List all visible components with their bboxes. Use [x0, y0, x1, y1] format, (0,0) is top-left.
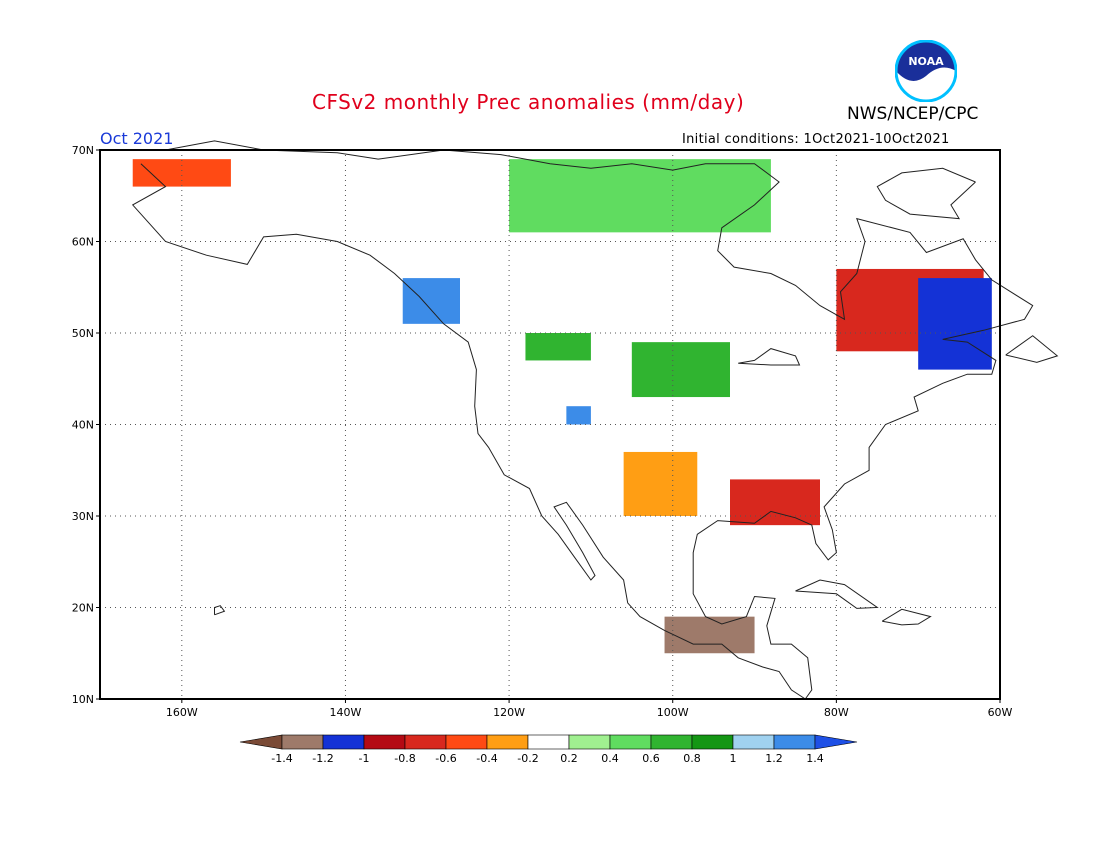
- lat-tick-label: 70N: [72, 144, 94, 157]
- colorbar-label: 1: [730, 752, 737, 765]
- colorbar-swatch: [650, 734, 693, 750]
- anomaly-region-northern-rockies: [525, 333, 591, 361]
- colorbar-label: -0.4: [476, 752, 497, 765]
- colorbar-swatch: [732, 734, 775, 750]
- map-frame: [99, 149, 1001, 700]
- colorbar-arrow-low: [239, 734, 283, 750]
- anomaly-region-labrador: [918, 278, 992, 370]
- colorbar-arrow-high: [814, 734, 858, 750]
- anomaly-region-canada-north: [509, 159, 771, 233]
- map-tick-labels: 10N 20N 30N 40N 50N 60N 70N 160W 140W 120W 100W 80W…: [72, 144, 1013, 719]
- lon-tick-label: 80W: [824, 706, 849, 719]
- colorbar-label: 0.4: [601, 752, 619, 765]
- initial-conditions: Initial conditions: 1Oct2021-10Oct2021: [682, 132, 950, 147]
- colorbar-label: 0.2: [560, 752, 578, 765]
- lat-tick-label: 20N: [72, 602, 94, 615]
- lat-tick-label: 10N: [72, 693, 94, 706]
- anomaly-region-great-plains: [631, 342, 730, 398]
- coastlines: [131, 140, 1059, 700]
- colorbar-label: 1.2: [765, 752, 783, 765]
- lon-tick-label: 60W: [988, 706, 1013, 719]
- colorbar-swatch: [486, 734, 529, 750]
- lon-tick-label: 120W: [493, 706, 525, 719]
- colorbar-swatch: [691, 734, 734, 750]
- coastline-hawaii: [214, 605, 226, 616]
- agency-label: NWS/NCEP/CPC: [847, 104, 979, 124]
- colorbar-label: -0.8: [394, 752, 415, 765]
- colorbar-swatch: [363, 734, 406, 750]
- colorbar-label: 1.4: [806, 752, 824, 765]
- anomaly-fills: [132, 159, 992, 654]
- chart-title: CFSv2 monthly Prec anomalies (mm/day): [312, 90, 745, 114]
- coastline-newfoundland: [1005, 335, 1059, 363]
- colorbar-label: -1.4: [271, 752, 292, 765]
- map-gridlines: [100, 150, 1000, 699]
- colorbar-swatch: [609, 734, 652, 750]
- colorbar-swatch: [568, 734, 611, 750]
- colorbar-swatch: [404, 734, 447, 750]
- anomaly-region-texas: [623, 451, 698, 516]
- colorbar-swatch: [773, 734, 816, 750]
- colorbar-label: -0.2: [517, 752, 538, 765]
- lat-tick-label: 50N: [72, 327, 94, 340]
- lat-tick-label: 60N: [72, 236, 94, 249]
- coastline-baffin-island: [876, 167, 976, 220]
- lon-tick-label: 100W: [657, 706, 689, 719]
- colorbar-label: 0.6: [642, 752, 660, 765]
- coastline-cuba: [795, 579, 879, 609]
- colorbar-label: -0.6: [435, 752, 456, 765]
- colorbar-label: 0.8: [683, 752, 701, 765]
- lon-tick-label: 160W: [166, 706, 198, 719]
- anomaly-region-pacific-northwest: [402, 278, 460, 324]
- colorbar-swatch: [281, 734, 324, 750]
- lat-tick-label: 40N: [72, 419, 94, 432]
- coastline-hispaniola: [881, 608, 932, 626]
- noaa-logo: NOAA: [895, 40, 957, 102]
- anomaly-region-gulf-coast: [730, 479, 820, 526]
- anomaly-region-western-alaska: [132, 159, 231, 187]
- lat-tick-label: 30N: [72, 510, 94, 523]
- anomaly-region-southern-mexico: [664, 616, 755, 654]
- coastline-north-america-coast: [131, 140, 1034, 700]
- coastline-great-lakes-superior: [738, 348, 801, 366]
- anomaly-region-colorado: [566, 406, 591, 425]
- noaa-logo-text: NOAA: [908, 55, 944, 68]
- colorbar-swatch: [527, 734, 570, 750]
- colorbar-label: -1: [359, 752, 370, 765]
- forecast-period: Oct 2021: [100, 129, 174, 148]
- lon-tick-label: 140W: [330, 706, 362, 719]
- colorbar-label: -1.2: [312, 752, 333, 765]
- colorbar-swatch: [445, 734, 488, 750]
- colorbar-swatch: [322, 734, 365, 750]
